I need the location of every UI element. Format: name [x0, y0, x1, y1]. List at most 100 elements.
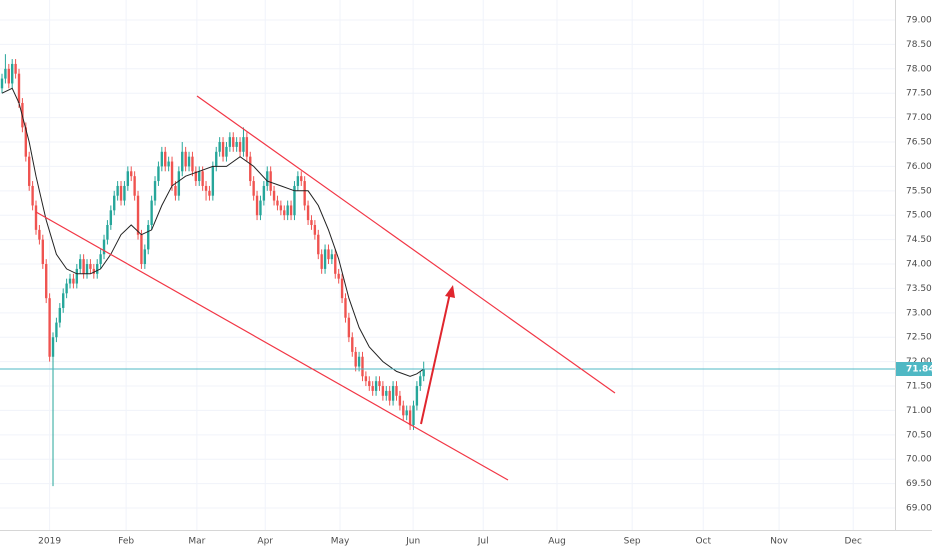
candle-body — [75, 268, 79, 284]
candle-body — [133, 176, 136, 196]
candle-body — [330, 254, 334, 260]
candle-body — [344, 298, 347, 318]
candle-body — [157, 166, 160, 182]
candle-body — [252, 181, 255, 196]
candle-body — [374, 381, 378, 391]
candle-body — [354, 351, 357, 367]
candle-body — [364, 376, 368, 382]
candle-body — [72, 278, 75, 284]
candle-body — [31, 185, 34, 206]
candle-body — [153, 181, 157, 201]
candle-body — [177, 171, 181, 196]
candle-body — [412, 405, 415, 426]
candle-body — [385, 390, 388, 396]
candle-body — [34, 205, 38, 230]
candle-body — [235, 142, 238, 147]
y-tick-label: 69.500 — [906, 479, 932, 489]
candle-body — [272, 190, 276, 201]
candle-body — [11, 63, 14, 84]
candle-body — [422, 368, 425, 377]
candle-body — [164, 151, 167, 167]
x-tick-label: Mar — [188, 537, 205, 547]
candle-body — [113, 195, 116, 211]
candle-body — [317, 234, 320, 255]
candle-body — [225, 146, 228, 157]
y-tick-label: 74.500 — [906, 235, 932, 245]
candle-body — [371, 386, 374, 391]
candle-body — [123, 185, 126, 201]
candle-body — [17, 73, 21, 103]
x-tick-label: Apr — [257, 537, 273, 547]
candle-body — [116, 185, 119, 196]
candle-body — [276, 200, 279, 206]
x-tick-label: Jun — [405, 537, 420, 547]
candle-body — [310, 220, 313, 225]
candle-body — [184, 151, 187, 167]
candle-body — [96, 264, 99, 274]
candle-body — [368, 381, 371, 387]
y-tick-label: 69.000 — [906, 504, 932, 514]
candle-body — [415, 386, 419, 406]
candle-body — [313, 224, 317, 235]
candle-body — [334, 254, 337, 274]
candle-body — [300, 176, 303, 182]
candle-body — [28, 156, 31, 186]
candle-body — [296, 176, 300, 186]
y-tick-label: 71.000 — [906, 406, 932, 416]
candle-body — [191, 156, 194, 172]
candle-body — [38, 229, 41, 240]
candle-body — [395, 386, 398, 396]
candle-body — [82, 259, 85, 274]
candle-body — [45, 264, 48, 299]
candle-body — [249, 156, 252, 182]
y-tick-label: 72.500 — [906, 333, 932, 343]
candle-body — [391, 386, 395, 401]
y-tick-label: 75.500 — [906, 186, 932, 196]
candle-body — [242, 137, 245, 152]
candle-body — [99, 254, 102, 265]
candle-body — [194, 171, 198, 182]
candle-body — [136, 195, 140, 235]
candle-body — [337, 273, 340, 279]
arrow-head — [445, 285, 455, 298]
candle-body — [0, 78, 4, 89]
candle-body — [218, 142, 221, 152]
candle-body — [238, 142, 242, 152]
y-tick-label: 76.500 — [906, 138, 932, 148]
candle-body — [92, 268, 96, 274]
candle-body — [170, 161, 174, 186]
candle-body — [228, 137, 232, 147]
candle-body — [283, 210, 286, 216]
trend-line — [35, 211, 509, 481]
candle-body — [405, 410, 408, 416]
y-tick-label: 78.000 — [906, 64, 932, 74]
last-price-label: 71.849 — [906, 364, 932, 374]
candle-body — [48, 298, 51, 357]
candle-body — [262, 185, 266, 201]
candle-body — [102, 239, 106, 255]
x-tick-label: 2019 — [38, 537, 61, 547]
candle-body — [204, 185, 208, 191]
candle-body — [7, 68, 10, 84]
candle-body — [303, 181, 306, 206]
y-tick-label: 77.500 — [906, 89, 932, 99]
candle-body — [323, 249, 327, 269]
candle-body — [211, 166, 215, 196]
candle-body — [79, 259, 82, 269]
grid — [0, 0, 895, 530]
candle-body — [198, 171, 201, 182]
y-tick-label: 78.500 — [906, 40, 932, 50]
candle-body — [289, 205, 293, 216]
x-tick-label: Sep — [624, 537, 641, 547]
candle-body — [293, 185, 296, 216]
candle-body — [140, 234, 143, 265]
candle-body — [51, 337, 55, 357]
candle-body — [361, 356, 364, 377]
y-tick-label: 70.500 — [906, 430, 932, 440]
candle-body — [245, 137, 249, 157]
candle-body — [269, 171, 272, 191]
x-tick-label: Oct — [695, 537, 711, 547]
candle-body — [4, 68, 7, 79]
